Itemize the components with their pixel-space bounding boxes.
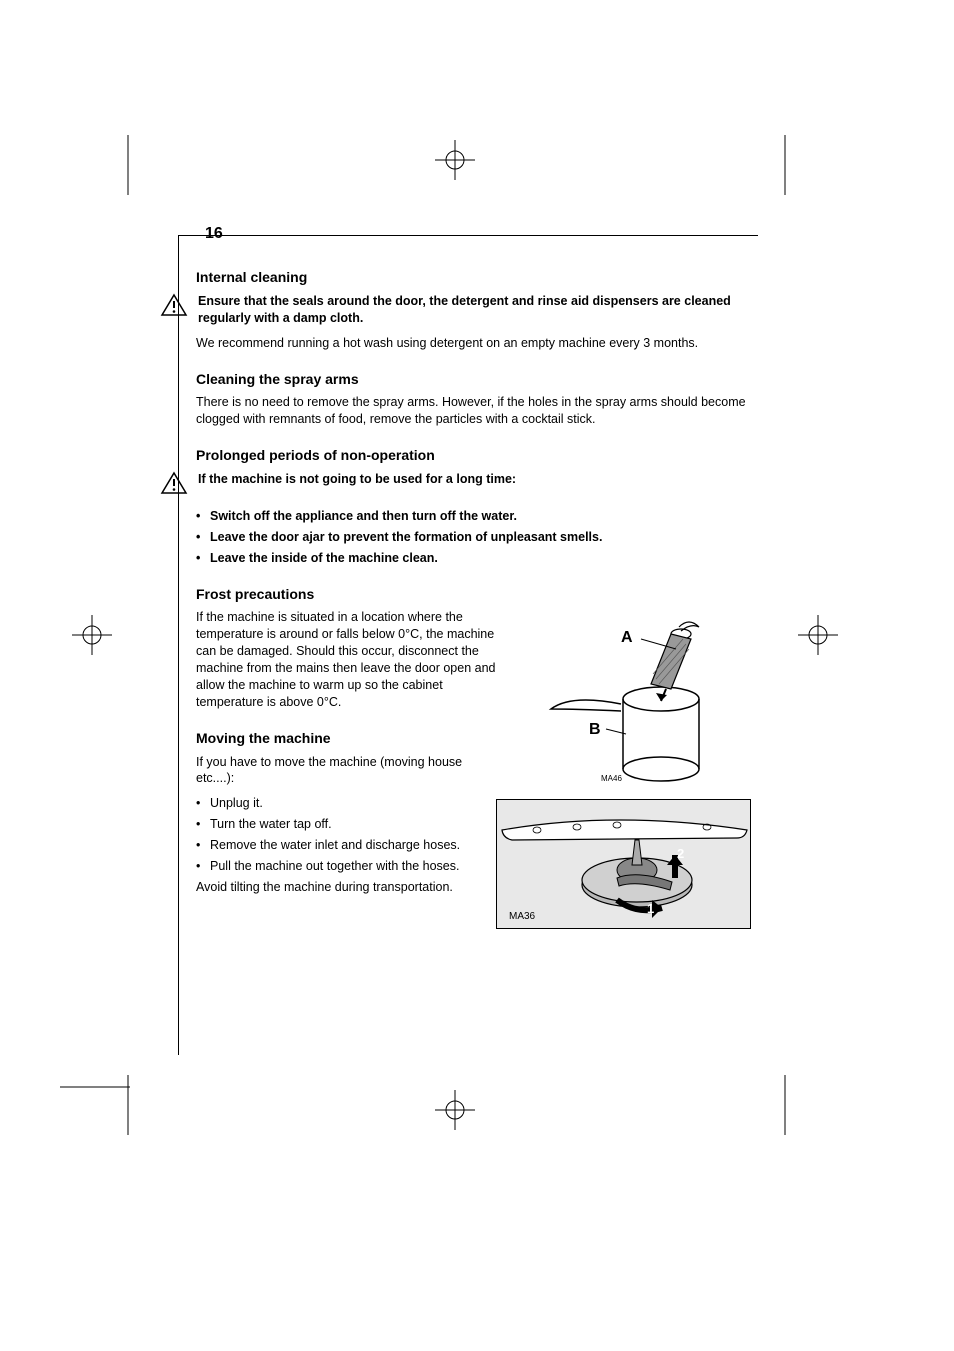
register-mark-right xyxy=(798,615,838,655)
figure-code-bottom: MA36 xyxy=(509,910,535,924)
para-spray: There is no need to remove the spray arm… xyxy=(196,394,751,428)
heading-moving: Moving the machine xyxy=(196,729,503,748)
crop-mark-tr xyxy=(778,135,792,195)
crop-mark-br xyxy=(778,1075,792,1135)
para-moving-tail: Avoid tilting the machine during transpo… xyxy=(196,879,503,896)
heading-frost: Frost precautions xyxy=(196,585,751,604)
figure-label-a: A xyxy=(621,627,633,649)
crop-mark-bl xyxy=(60,1080,130,1094)
crop-mark-bl2 xyxy=(121,1075,135,1135)
list-item: Leave the inside of the machine clean. xyxy=(196,550,751,567)
sump-illustration xyxy=(497,800,752,930)
warning-internal: Ensure that the seals around the door, t… xyxy=(196,293,751,327)
crop-mark-tl xyxy=(121,135,135,195)
heading-nonuse: Prolonged periods of non-operation xyxy=(196,446,751,465)
warning-nonuse-text: If the machine is not going to be used f… xyxy=(198,471,516,488)
figure-sump: 2 1 MA36 xyxy=(496,799,751,929)
register-mark-left xyxy=(72,615,112,655)
figure-step-2: 2 xyxy=(677,845,684,863)
heading-internal-cleaning: Internal cleaning xyxy=(196,268,751,287)
list-item: Pull the machine out together with the h… xyxy=(196,858,503,875)
list-item: Unplug it. xyxy=(196,795,503,812)
page-content: Internal cleaning Ensure that the seals … xyxy=(196,250,751,929)
heading-spray-arms: Cleaning the spray arms xyxy=(196,370,751,389)
list-item: Switch off the appliance and then turn o… xyxy=(196,508,751,525)
figure-step-1: 1 xyxy=(647,900,654,918)
warning-icon xyxy=(160,471,188,500)
para-moving: If you have to move the machine (moving … xyxy=(196,754,503,788)
para-internal: We recommend running a hot wash using de… xyxy=(196,335,751,352)
warning-icon xyxy=(160,293,188,322)
filter-illustration xyxy=(521,609,751,789)
list-moving: Unplug it. Turn the water tap off. Remov… xyxy=(196,795,503,875)
frost-and-figure: If the machine is situated in a location… xyxy=(196,609,751,929)
register-mark-bottom xyxy=(435,1090,475,1130)
list-nonuse: Switch off the appliance and then turn o… xyxy=(196,508,751,567)
para-frost: If the machine is situated in a location… xyxy=(196,609,503,710)
figure-filters: A B MA46 xyxy=(521,609,751,789)
register-mark-top xyxy=(435,140,475,180)
list-item: Remove the water inlet and discharge hos… xyxy=(196,837,503,854)
figure-label-b: B xyxy=(589,719,601,741)
list-item: Leave the door ajar to prevent the forma… xyxy=(196,529,751,546)
list-item: Turn the water tap off. xyxy=(196,816,503,833)
warning-nonuse: If the machine is not going to be used f… xyxy=(196,471,751,500)
figure-code-top: MA46 xyxy=(601,774,622,785)
warning-internal-text: Ensure that the seals around the door, t… xyxy=(198,293,751,327)
